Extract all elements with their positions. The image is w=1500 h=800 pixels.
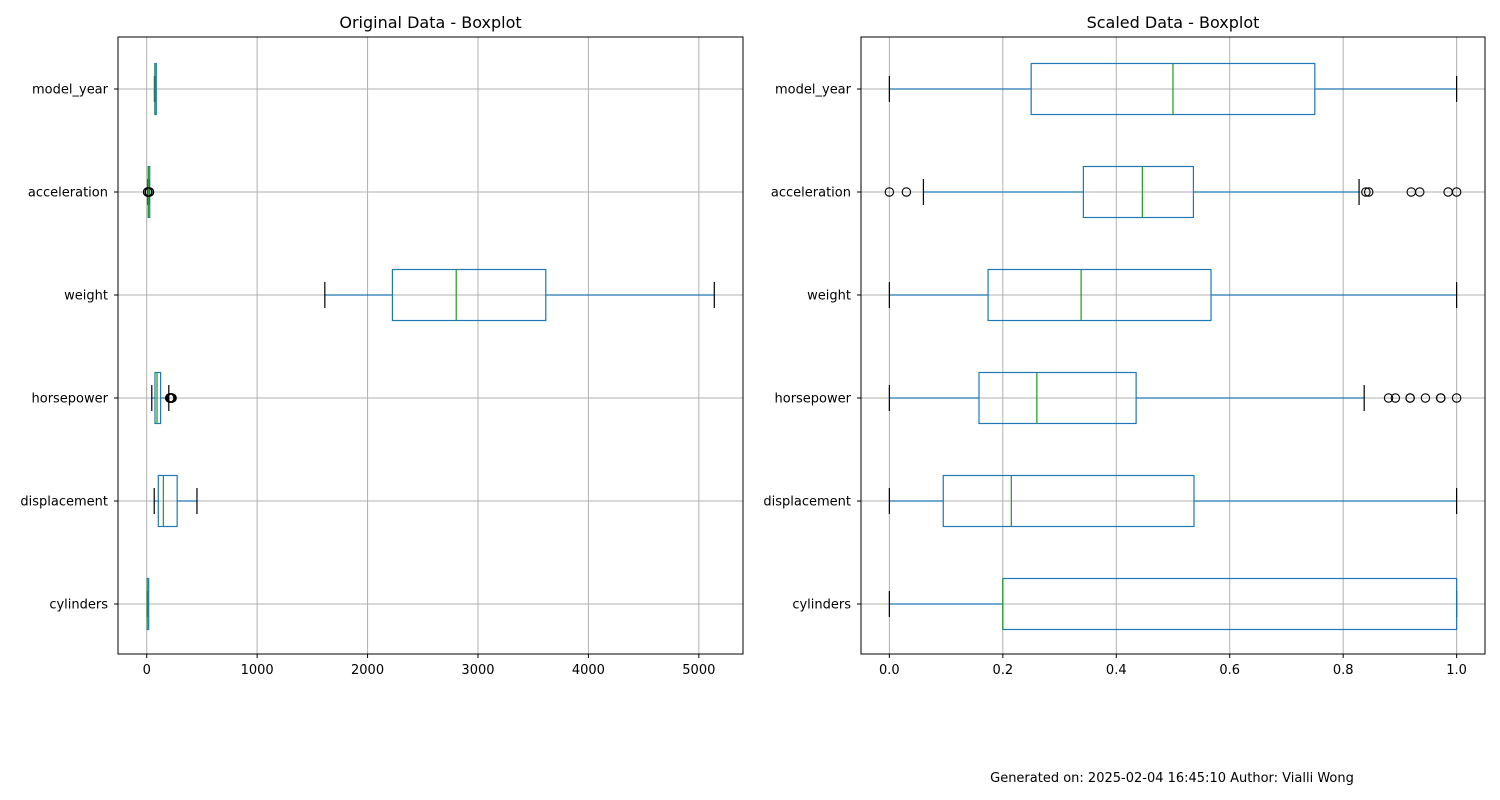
- outlier-point: [1415, 187, 1425, 197]
- y-tick-label: horsepower: [775, 392, 852, 407]
- boxplot-model_year: [888, 62, 1458, 116]
- chart-title: Original Data - Boxplot: [339, 13, 521, 32]
- iqr-box: [942, 474, 1195, 528]
- x-tick-label: 1000: [241, 663, 274, 678]
- y-tick-label: cylinders: [49, 598, 108, 613]
- x-tick-label: 0.4: [1106, 663, 1127, 678]
- outlier-point: [1420, 393, 1431, 403]
- outlier-point: [167, 393, 177, 403]
- boxplot-acceleration: [884, 165, 1462, 219]
- y-tick-label: acceleration: [28, 186, 108, 201]
- iqr-box: [978, 371, 1137, 425]
- y-tick-label: weight: [807, 289, 851, 304]
- outlier-point: [1383, 393, 1394, 403]
- chart-title: Scaled Data - Boxplot: [1087, 13, 1260, 32]
- outlier-point: [1436, 393, 1446, 403]
- outlier-point: [901, 187, 912, 197]
- outlier-point: [1363, 187, 1374, 197]
- iqr-box: [987, 268, 1212, 322]
- outlier-point: [1361, 187, 1371, 197]
- boxplot-displacement: [888, 474, 1458, 528]
- x-tick-label: 0.2: [992, 663, 1013, 678]
- outlier-point: [144, 187, 155, 197]
- y-tick-label: displacement: [763, 495, 851, 510]
- x-tick-label: 1.0: [1446, 663, 1467, 678]
- boxplot-cylinders: [146, 577, 150, 631]
- iqr-box: [391, 268, 547, 322]
- y-tick-label: model_year: [32, 83, 109, 98]
- x-tick-label: 5000: [682, 663, 715, 678]
- x-tick-label: 3000: [461, 663, 494, 678]
- chart-panel-2: Scaled Data - Boxplot 0.0 0.2 0.4 0.6 0.8 1.0 c…: [763, 13, 1486, 678]
- y-tick-label: acceleration: [771, 186, 851, 201]
- boxplot-weight: [888, 268, 1458, 322]
- footer-text: Generated on: 2025-02-04 16:45:10 Author…: [990, 771, 1354, 786]
- iqr-box: [154, 371, 162, 425]
- y-tick-label: model_year: [775, 83, 852, 98]
- boxplot-acceleration: [142, 165, 155, 219]
- x-tick-label: 4000: [572, 663, 605, 678]
- outlier-point: [1390, 393, 1401, 403]
- boxplot-weight: [324, 268, 715, 322]
- iqr-box: [1082, 165, 1195, 219]
- outlier-point: [884, 187, 895, 197]
- plot-frame: [117, 36, 744, 655]
- x-tick-label: 0.8: [1333, 663, 1354, 678]
- x-tick-label: 0.6: [1219, 663, 1240, 678]
- boxplot-model_year: [153, 62, 157, 116]
- y-tick-label: displacement: [20, 495, 108, 510]
- x-tick-label: 0.0: [879, 663, 900, 678]
- x-tick-label: 2000: [351, 663, 384, 678]
- iqr-box: [157, 474, 178, 528]
- outlier-point: [1451, 187, 1462, 197]
- boxplot-cylinders: [888, 577, 1458, 631]
- boxplot-horsepower: [151, 371, 177, 425]
- boxplot-horsepower: [888, 371, 1462, 425]
- y-tick-label: cylinders: [792, 598, 851, 613]
- plot-frame: [860, 36, 1486, 655]
- boxplot-displacement: [153, 474, 198, 528]
- chart-panel-1: Original Data - Boxplot 0 1000 2000 3000 4000…: [20, 13, 744, 678]
- outlier-point: [1405, 393, 1415, 403]
- y-tick-label: horsepower: [32, 392, 109, 407]
- y-tick-label: weight: [64, 289, 108, 304]
- outlier-point: [1451, 393, 1462, 403]
- x-tick-label: 0: [143, 663, 151, 678]
